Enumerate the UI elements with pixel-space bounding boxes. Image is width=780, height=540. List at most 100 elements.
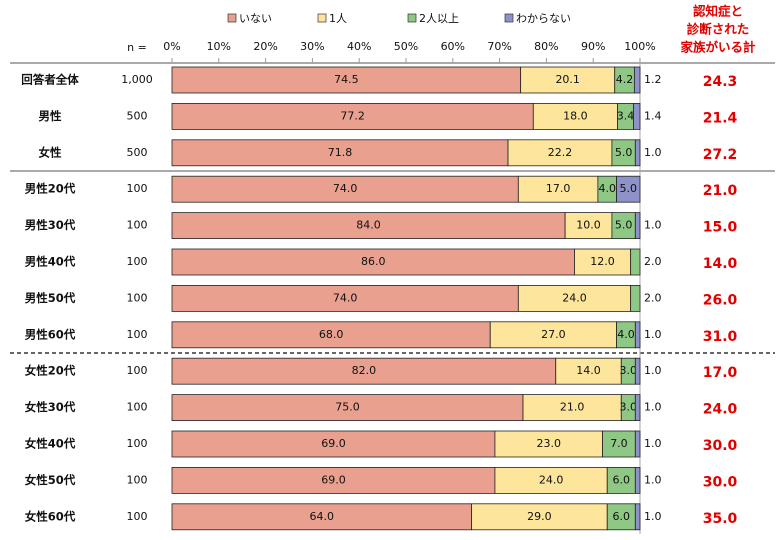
bar-segment: [606, 466, 636, 494]
bar-segment: [634, 394, 641, 422]
value-label: 14.0: [576, 364, 601, 377]
total-header: 家族がいる計: [680, 40, 756, 55]
value-label: 12.0: [590, 255, 615, 268]
x-tick-label: 80%: [534, 40, 558, 53]
total-header: 認知症と: [693, 4, 743, 19]
bar-segment: [171, 103, 534, 130]
n-label: 100: [127, 437, 148, 450]
legend-swatch: [504, 13, 514, 23]
value-label: 1.0: [644, 364, 662, 377]
value-label: 18.0: [563, 109, 588, 122]
bar-segment: [630, 284, 641, 312]
n-label: 100: [127, 473, 148, 486]
category-label: 男性50代: [25, 291, 76, 305]
value-label: 3.4: [617, 109, 635, 122]
category-label: 男性: [39, 109, 62, 123]
n-label: 100: [127, 510, 148, 523]
value-label: 22.2: [548, 146, 573, 159]
legend-swatch: [227, 13, 237, 23]
value-label: 24.0: [539, 473, 564, 486]
total-label: 21.4: [703, 110, 738, 126]
value-label: 64.0: [310, 510, 335, 523]
bar-segment: [634, 503, 641, 531]
value-label: 2.0: [644, 255, 662, 268]
value-label: 23.0: [536, 437, 561, 450]
n-label: 100: [127, 328, 148, 341]
value-label: 77.2: [340, 109, 365, 122]
category-label: 女性: [39, 145, 62, 159]
value-label: 5.0: [615, 146, 633, 159]
bar-segment: [634, 430, 641, 458]
bar-segment: [171, 248, 575, 276]
n-label: 100: [127, 255, 148, 268]
legend-label: 2人以上: [419, 12, 459, 25]
value-label: 3.0: [620, 401, 638, 414]
bar-segment: [171, 212, 566, 240]
bar-segment: [634, 321, 641, 349]
value-label: 82.0: [352, 364, 377, 377]
value-label: 17.0: [546, 182, 571, 195]
bar-segment: [634, 212, 641, 240]
bar-segment: [633, 66, 641, 94]
value-label: 84.0: [356, 219, 381, 232]
value-label: 1.0: [644, 473, 662, 486]
value-label: 6.0: [613, 473, 631, 486]
value-label: 4.2: [616, 73, 634, 86]
bar-segment: [171, 503, 472, 531]
n-label: 100: [127, 401, 148, 414]
n-label: 500: [127, 146, 148, 159]
total-label: 30.0: [703, 438, 738, 454]
bar-segment: [532, 103, 618, 130]
value-label: 74.0: [333, 182, 358, 195]
value-label: 27.0: [541, 328, 566, 341]
bar-segment: [616, 175, 641, 203]
value-label: 10.0: [576, 219, 601, 232]
value-label: 3.0: [620, 364, 638, 377]
bar-segment: [520, 66, 616, 94]
value-label: 4.0: [617, 328, 635, 341]
n-label: 100: [127, 364, 148, 377]
value-label: 1.2: [644, 73, 662, 86]
bar-segment: [634, 139, 641, 167]
value-label: 69.0: [321, 437, 346, 450]
total-label: 26.0: [703, 292, 738, 308]
bar-segment: [471, 503, 608, 531]
value-label: 2.0: [644, 291, 662, 304]
total-header: 診断された: [687, 22, 750, 37]
x-tick-label: 0%: [163, 40, 180, 53]
x-tick-label: 40%: [347, 40, 371, 53]
bar-segment: [494, 466, 608, 494]
bar-segment: [171, 284, 519, 312]
value-label: 20.1: [555, 73, 580, 86]
value-label: 7.0: [610, 437, 628, 450]
n-label: 500: [127, 109, 148, 122]
x-tick-label: 10%: [207, 40, 231, 53]
x-tick-label: 50%: [394, 40, 418, 53]
n-header: n =: [127, 41, 147, 54]
value-label: 6.0: [613, 510, 631, 523]
value-label: 69.0: [321, 473, 346, 486]
x-tick-label: 60%: [441, 40, 465, 53]
bar-segment: [171, 175, 519, 203]
category-label: 女性50代: [25, 473, 76, 487]
bar-segment: [564, 212, 613, 240]
value-label: 1.0: [644, 401, 662, 414]
total-label: 24.0: [703, 402, 738, 418]
category-label: 男性40代: [25, 255, 76, 269]
category-label: 男性30代: [25, 218, 76, 232]
bar-segment: [171, 394, 524, 422]
value-label: 71.8: [328, 146, 353, 159]
value-label: 1.0: [644, 219, 662, 232]
bar-segment: [171, 357, 557, 385]
legend-swatch: [317, 13, 327, 23]
total-label: 21.0: [703, 183, 738, 199]
value-label: 74.0: [333, 291, 358, 304]
value-label: 1.0: [644, 328, 662, 341]
bar-segment: [522, 394, 622, 422]
bar-segment: [171, 430, 496, 458]
value-label: 29.0: [527, 510, 552, 523]
value-label: 1.0: [644, 437, 662, 450]
bar-segment: [517, 284, 632, 312]
category-label: 男性20代: [25, 182, 76, 196]
value-label: 1.0: [644, 510, 662, 523]
